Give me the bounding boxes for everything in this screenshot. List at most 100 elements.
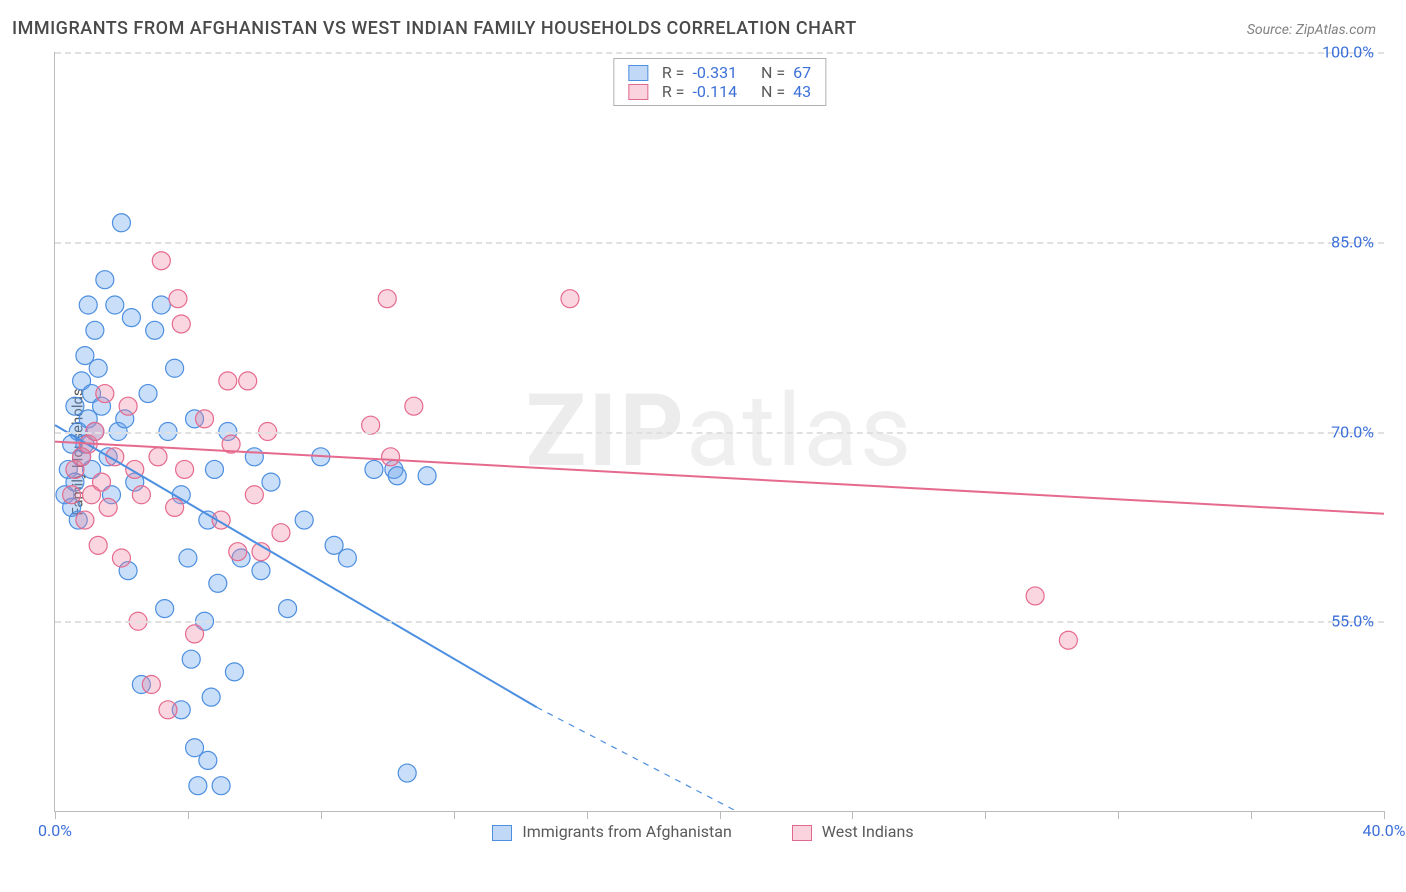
data-point [245,448,263,466]
data-point [365,460,383,478]
n-value: 43 [793,82,811,101]
data-point [186,625,204,643]
source-label: Source: ZipAtlas.com [1247,22,1376,38]
x-tick [1118,811,1119,819]
r-value: -0.114 [692,82,737,101]
data-point [79,296,97,314]
data-point [196,410,214,428]
data-point [209,574,227,592]
data-point [149,448,167,466]
data-point [1026,587,1044,605]
data-point [122,309,140,327]
data-point [176,460,194,478]
x-tick [1251,811,1252,819]
data-point [239,372,257,390]
legend-row-afghanistan: R = -0.331 N = 67 [628,63,811,82]
y-tick-label: 100.0% [1322,43,1374,62]
gridline [55,621,1384,623]
data-point [272,524,290,542]
data-point [338,549,356,567]
data-point [225,663,243,681]
data-point [142,676,160,694]
data-point [279,600,297,618]
data-point [166,359,184,377]
data-point [96,271,114,289]
data-point [398,764,416,782]
data-point [63,486,81,504]
n-value: 67 [793,63,811,82]
data-point [89,359,107,377]
data-point [199,751,217,769]
legend-item-afghanistan: Immigrants from Afghanistan [492,822,731,841]
data-point [252,562,270,580]
data-point [166,498,184,516]
data-point [112,214,130,232]
series-legend: Immigrants from Afghanistan West Indians [12,822,1394,841]
data-point [99,498,117,516]
data-point [132,486,150,504]
data-point [189,777,207,795]
data-point [169,290,187,308]
data-point [378,290,396,308]
data-point [219,372,237,390]
swatch-pink-icon [792,825,812,841]
data-point [382,448,400,466]
data-point [119,397,137,415]
data-point [172,315,190,333]
data-point [202,688,220,706]
x-tick [188,811,189,819]
correlation-legend: R = -0.331 N = 67 R = -0.114 N = 43 [613,58,826,106]
data-point [152,252,170,270]
legend-item-west-indian: West Indians [792,822,914,841]
chart-title: IMMIGRANTS FROM AFGHANISTAN VS WEST INDI… [12,18,857,39]
x-tick [55,811,56,819]
scatter-plot: ZIPatlas R = -0.331 N = 67 R = -0.114 N … [54,52,1384,812]
data-point [89,536,107,554]
data-point [159,701,177,719]
data-point [179,549,197,567]
y-tick-label: 55.0% [1331,612,1374,631]
data-point [561,290,579,308]
swatch-pink-icon [628,84,648,100]
swatch-blue-icon [492,825,512,841]
x-tick [1384,811,1385,819]
data-point [262,473,280,491]
x-tick [321,811,322,819]
data-point [96,385,114,403]
regression-line-dashed [537,707,736,811]
data-point [93,473,111,491]
data-point [106,296,124,314]
swatch-blue-icon [628,65,648,81]
data-point [205,460,223,478]
data-point [156,600,174,618]
data-point [418,467,436,485]
data-point [146,321,164,339]
legend-label: West Indians [822,822,914,841]
data-point [388,467,406,485]
x-tick [852,811,853,819]
data-point [86,321,104,339]
gridline [55,432,1384,434]
gridline [55,52,1384,54]
data-point [112,549,130,567]
data-point [76,511,94,529]
data-point [182,650,200,668]
legend-label: Immigrants from Afghanistan [522,822,731,841]
y-tick-label: 70.0% [1331,422,1374,441]
y-tick-label: 85.0% [1331,232,1374,251]
data-point [212,777,230,795]
data-point [229,543,247,561]
data-point [1059,631,1077,649]
gridline [55,242,1384,244]
x-tick [985,811,986,819]
legend-row-west-indian: R = -0.114 N = 43 [628,82,811,101]
x-tick [587,811,588,819]
data-point [139,385,157,403]
data-point [295,511,313,529]
data-point [405,397,423,415]
x-tick [454,811,455,819]
data-point [152,296,170,314]
data-point [245,486,263,504]
x-tick [720,811,721,819]
r-value: -0.331 [692,63,737,82]
